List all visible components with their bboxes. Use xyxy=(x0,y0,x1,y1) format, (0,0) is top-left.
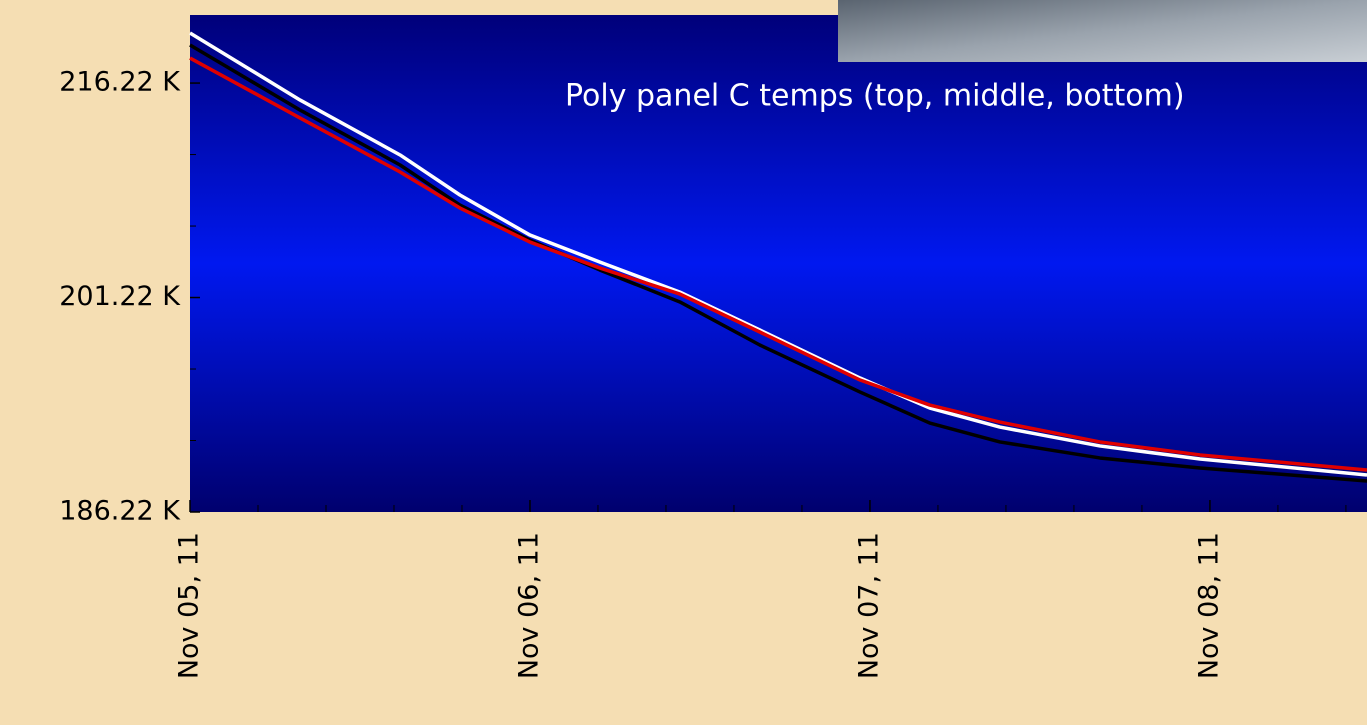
y-tick-label: 216.22 K xyxy=(59,67,181,98)
x-tick-label: Nov 07, 11 xyxy=(853,532,884,679)
photo-inset xyxy=(838,0,1367,62)
y-tick-label: 186.22 K xyxy=(59,496,181,527)
x-tick-label: Nov 05, 11 xyxy=(174,532,205,679)
x-tick-label: Nov 08, 11 xyxy=(1193,532,1224,679)
chart: Poly panel C temps (top, middle, bottom)… xyxy=(0,0,1367,725)
y-tick-label: 201.22 K xyxy=(59,281,181,312)
x-tick-label: Nov 06, 11 xyxy=(513,532,544,679)
chart-title: Poly panel C temps (top, middle, bottom) xyxy=(565,79,1185,114)
